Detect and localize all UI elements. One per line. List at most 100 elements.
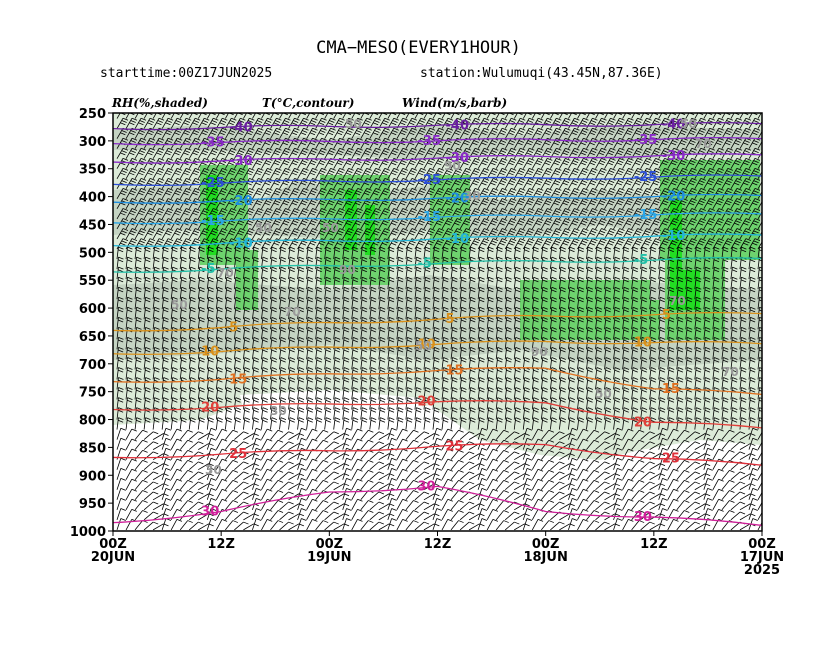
y-tick-label: 400: [79, 191, 106, 206]
wind-barb: [324, 127, 336, 139]
y-tick-label: 750: [79, 386, 106, 401]
wind-barb: [243, 147, 255, 159]
wind-barb: [234, 147, 246, 159]
wind-barb: [170, 117, 183, 129]
wind-barb: [297, 127, 309, 139]
wind-barb: [243, 127, 255, 139]
wind-barb: [432, 127, 445, 139]
wind-barb: [667, 127, 679, 139]
wind-barb: [297, 117, 309, 129]
wind-barb: [477, 157, 490, 169]
contour-label: 25: [446, 439, 464, 454]
contour-label: 30: [634, 510, 652, 525]
wind-barb: [206, 117, 219, 129]
x-tick-label: 19JUN: [307, 550, 351, 565]
wind-barb: [224, 147, 237, 159]
x-tick-label: 12Z: [207, 537, 235, 552]
wind-barb: [721, 127, 734, 139]
contour-label: 15: [662, 382, 680, 397]
wind-barb: [252, 117, 264, 129]
contour-label: -30: [229, 154, 253, 169]
contour-label: 30: [418, 479, 436, 494]
wind-barb: [513, 157, 526, 169]
wind-barb: [586, 117, 598, 129]
rh-contour-label: 90: [339, 263, 356, 277]
wind-barb: [559, 157, 571, 169]
y-tick-label: 350: [79, 163, 106, 178]
wind-barb: [676, 127, 688, 139]
wind-barb: [450, 127, 463, 139]
wind-barb: [378, 127, 390, 139]
y-tick-label: 300: [79, 135, 106, 150]
wind-barb: [134, 147, 147, 159]
contour-label: -30: [662, 149, 686, 164]
wind-barb: [586, 137, 598, 149]
rh-contour-label: 70: [722, 365, 739, 379]
wind-barb: [477, 127, 490, 139]
wind-barb: [550, 157, 562, 169]
wind-barb: [712, 137, 724, 149]
rh-contour-label: 30: [270, 404, 287, 418]
wind-barb: [261, 127, 273, 139]
station-label: station:Wulumuqi(43.45N,87.36E): [420, 66, 663, 81]
wind-barb: [613, 117, 625, 129]
wind-barb: [197, 147, 210, 159]
wind-barb: [333, 147, 345, 159]
contour-label: 25: [662, 452, 680, 467]
rh-contour-label: 50: [171, 298, 188, 312]
wind-barb: [396, 127, 408, 139]
y-tick-label: 650: [79, 330, 106, 345]
x-tick-label: 12Z: [640, 537, 668, 552]
wind-barb: [270, 117, 282, 129]
wind-barb: [315, 127, 327, 139]
wind-barb: [441, 157, 454, 169]
wind-barb: [387, 127, 399, 139]
wind-barb: [432, 147, 445, 159]
wind-barb: [215, 117, 228, 129]
rh-saturated-cell: [430, 175, 470, 265]
wind-barb: [288, 147, 300, 159]
wind-barb: [586, 147, 598, 159]
rh-saturated-cell: [236, 250, 258, 310]
wind-barb: [577, 157, 589, 169]
contour-label: -20: [229, 194, 253, 209]
wind-barb: [577, 127, 589, 139]
contour-label: 5: [662, 308, 671, 323]
wind-barb: [703, 127, 715, 139]
contour-label: -10: [446, 232, 470, 247]
wind-barb: [694, 137, 706, 149]
wind-barb: [441, 127, 454, 139]
rh-contour-label: 50: [322, 221, 339, 235]
rh-contour-label: 70: [695, 137, 712, 151]
wind-barb: [568, 117, 580, 129]
wind-barb: [234, 127, 246, 139]
wind-barb: [351, 127, 363, 139]
contour-label: 15: [229, 372, 247, 387]
wind-barb: [252, 137, 264, 149]
y-tick-label: 700: [79, 358, 106, 373]
wind-barb: [288, 127, 300, 139]
wind-barb: [604, 157, 616, 169]
contour-label: -25: [418, 173, 442, 188]
wind-barb: [757, 150, 762, 159]
contour-label: -25: [634, 170, 658, 185]
wind-barb: [324, 117, 336, 129]
x-tick-label: 2025: [744, 563, 780, 578]
wind-barb: [559, 117, 571, 129]
contour-label: -25: [201, 176, 225, 191]
wind-barb: [459, 157, 472, 169]
y-tick-label: 500: [79, 246, 106, 261]
wind-barb: [351, 147, 363, 159]
wind-barb: [261, 147, 273, 159]
wind-barb: [640, 117, 652, 129]
rh-saturated-core: [680, 270, 700, 310]
wind-barb: [306, 127, 318, 139]
wind-barb: [134, 157, 147, 169]
wind-barb: [459, 127, 472, 139]
wind-barb: [649, 147, 661, 159]
wind-barb: [739, 127, 752, 139]
wind-barb: [215, 127, 228, 139]
contour-label: -40: [229, 120, 253, 135]
wind-barb: [360, 127, 372, 139]
wind-barb: [613, 127, 625, 139]
